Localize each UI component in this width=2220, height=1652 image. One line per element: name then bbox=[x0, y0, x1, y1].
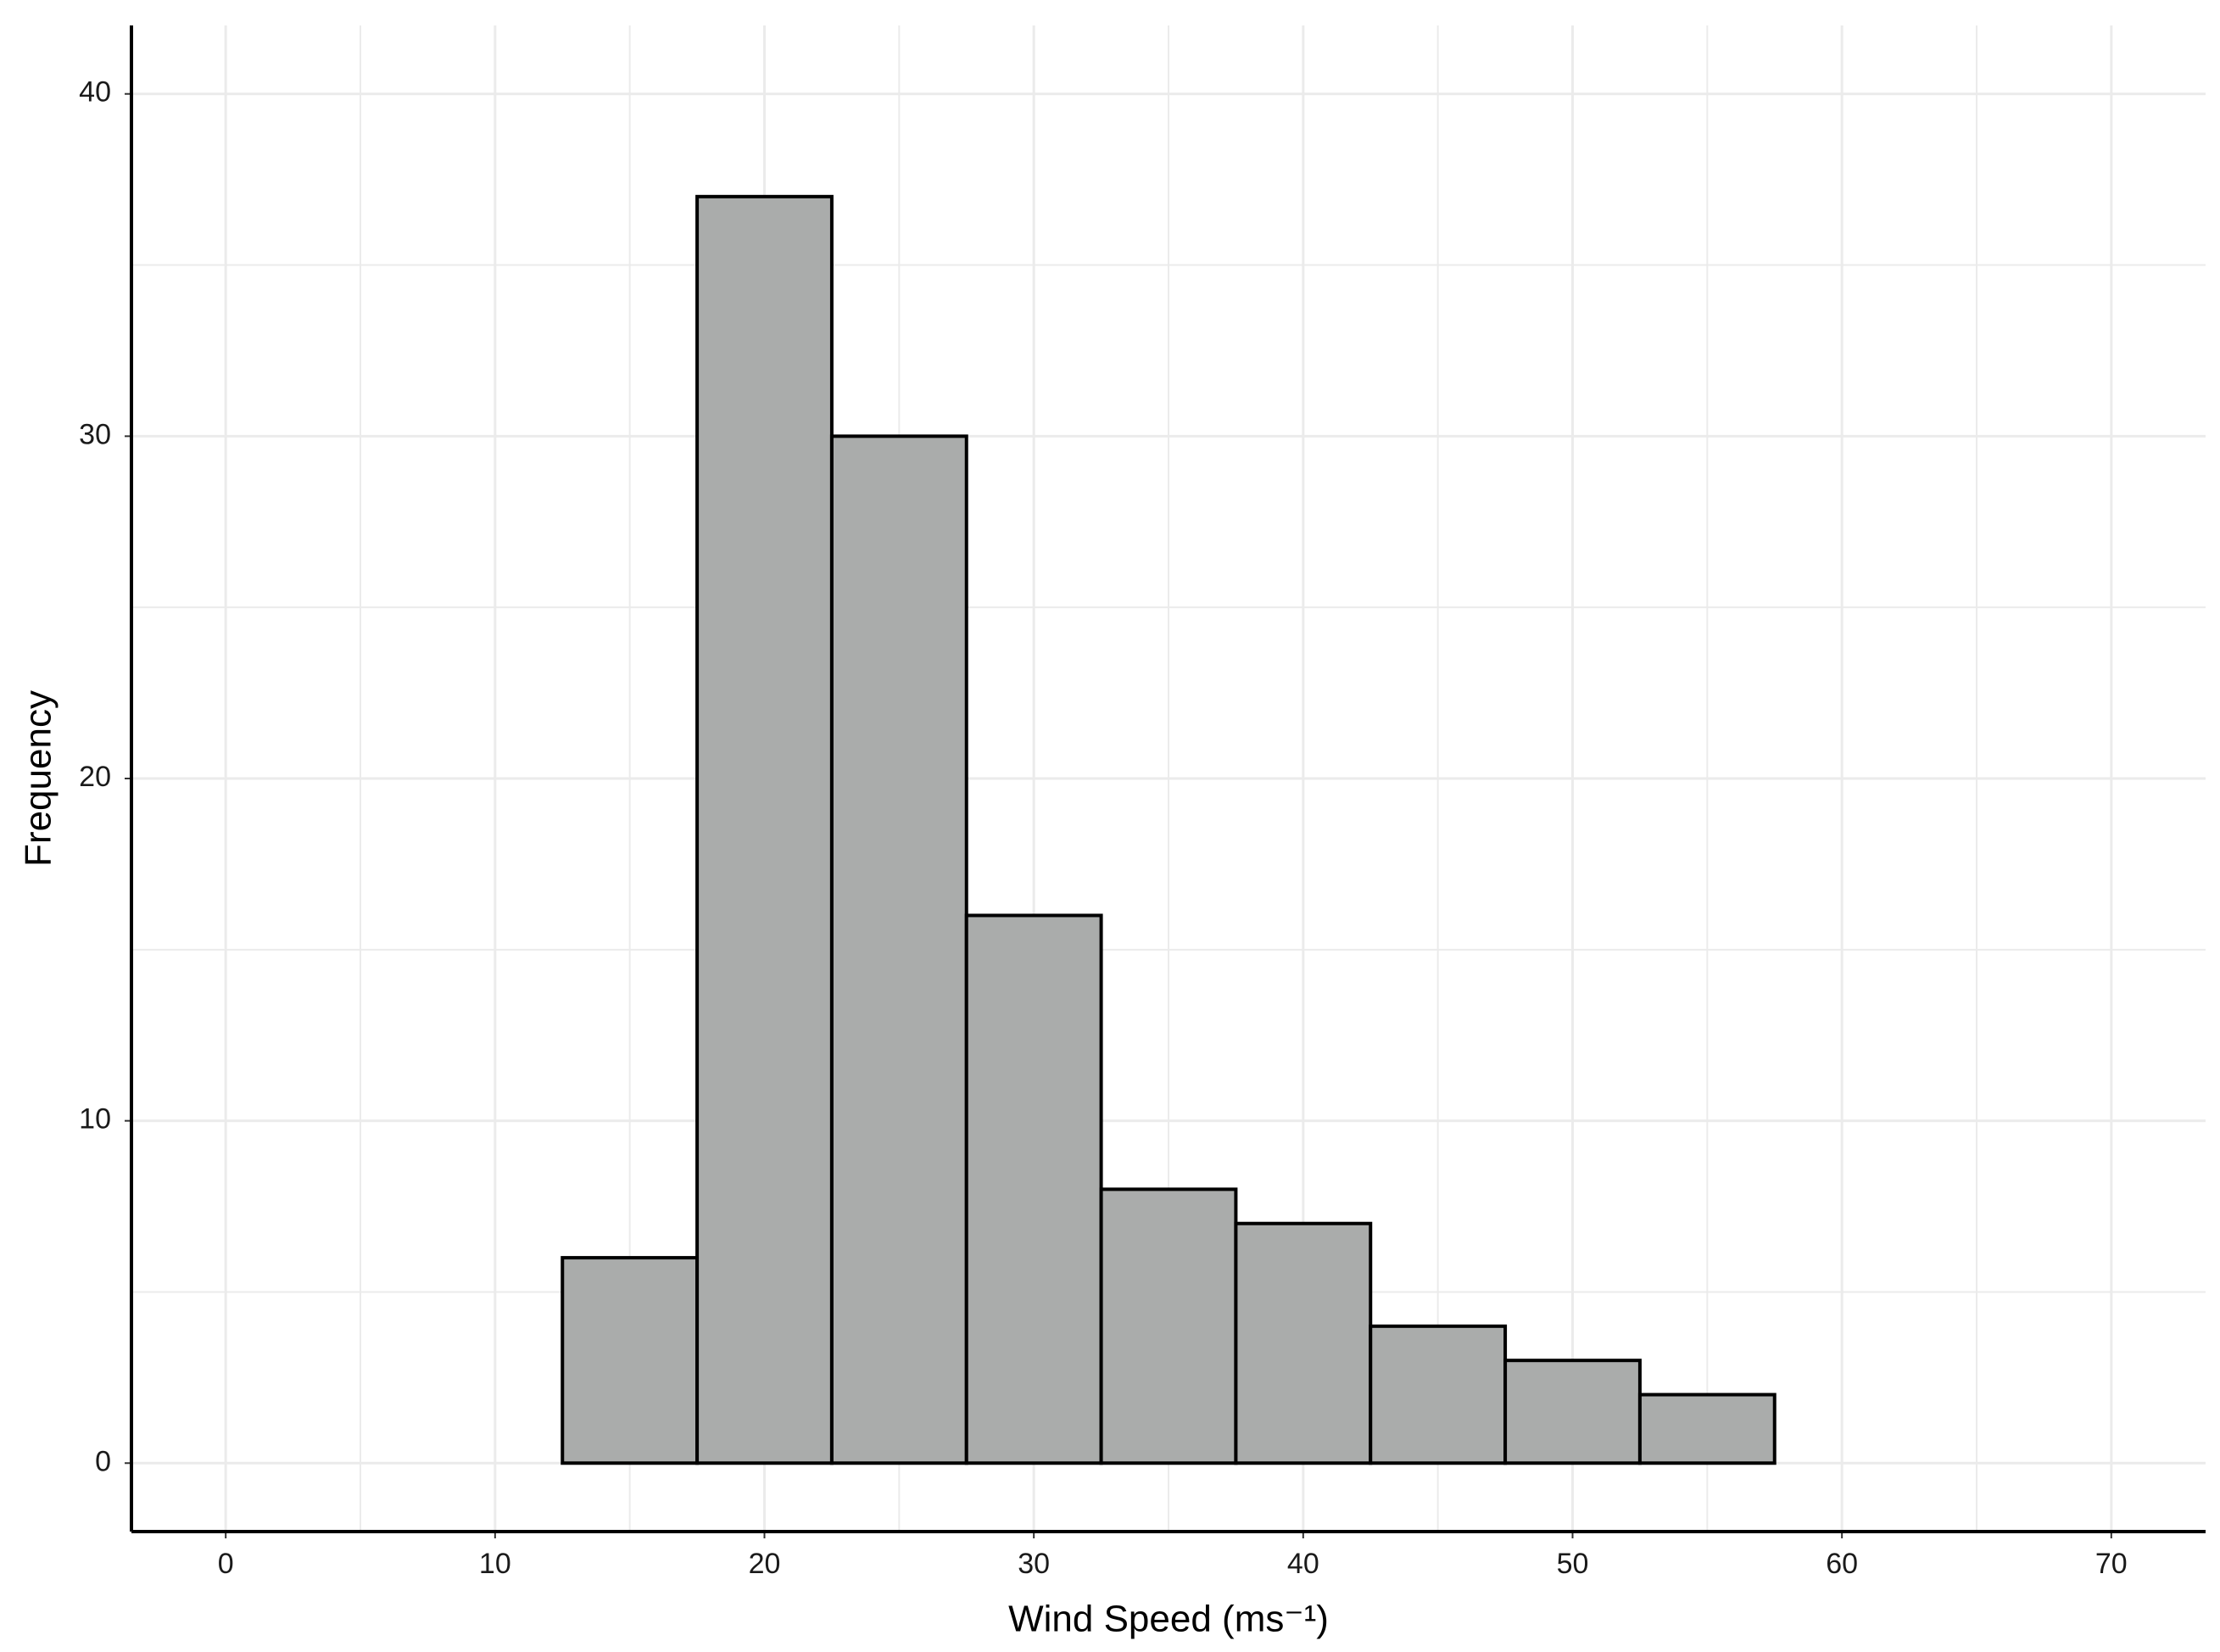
x-tick-label: 40 bbox=[1287, 1548, 1319, 1580]
bar bbox=[1503, 1359, 1642, 1465]
y-tick-label: 10 bbox=[79, 1103, 111, 1136]
x-tick-label: 70 bbox=[2095, 1548, 2128, 1580]
bar bbox=[1369, 1324, 1508, 1465]
bar bbox=[829, 434, 968, 1465]
y-tick-label: 0 bbox=[95, 1445, 111, 1477]
y-tick-label: 40 bbox=[79, 76, 111, 109]
x-tick-label: 50 bbox=[1557, 1548, 1589, 1580]
bar bbox=[1099, 1187, 1238, 1465]
x-tick-label: 20 bbox=[749, 1548, 781, 1580]
bar bbox=[695, 194, 834, 1465]
y-tick-label: 20 bbox=[79, 761, 111, 793]
bar bbox=[964, 913, 1103, 1465]
x-tick-label: 0 bbox=[218, 1548, 234, 1580]
bar bbox=[1637, 1392, 1777, 1465]
x-axis-label: Wind Speed (ms⁻¹) bbox=[1008, 1599, 1329, 1640]
x-tick-label: 10 bbox=[479, 1548, 511, 1580]
y-axis-label: Frequency bbox=[18, 690, 59, 867]
y-tick-label: 30 bbox=[79, 418, 111, 450]
x-tick-label: 60 bbox=[1826, 1548, 1858, 1580]
bar bbox=[561, 1256, 700, 1465]
bar bbox=[1234, 1221, 1373, 1465]
x-tick-label: 30 bbox=[1018, 1548, 1050, 1580]
